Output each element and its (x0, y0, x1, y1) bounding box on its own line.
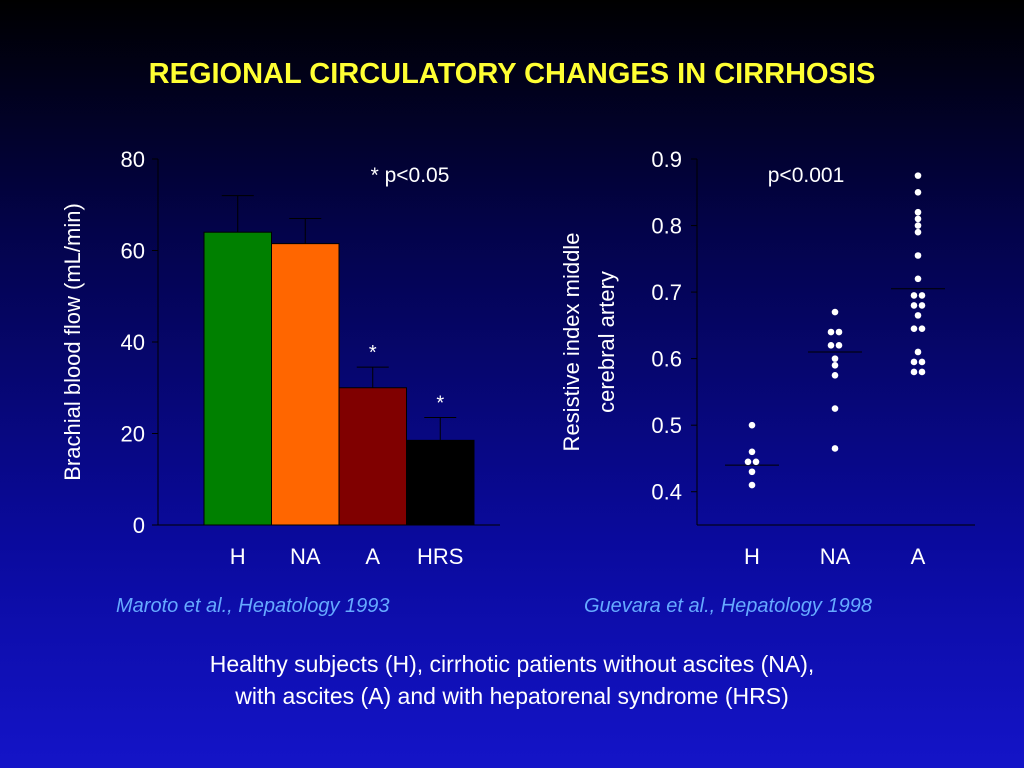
citation-right: Guevara et al., Hepatology 1998 (584, 595, 872, 617)
scatter-point-A (914, 312, 922, 319)
bar-y-tick-label: 0 (133, 513, 145, 538)
scatter-point-H (748, 448, 756, 456)
scatter-point-NA (835, 342, 843, 349)
scatter-point-NA (831, 308, 839, 316)
scatter-point-A (918, 302, 926, 309)
caption: Healthy subjects (H), cirrhotic patients… (0, 648, 1024, 712)
scatter-point-NA (831, 371, 839, 379)
scatter-point-A (918, 325, 926, 332)
scatter-annotation-pvalue: p<0.001 (768, 164, 845, 187)
scatter-y-tick-label: 0.9 (651, 147, 682, 172)
scatter-point-H (752, 458, 760, 466)
bar-HRS (406, 439, 475, 526)
caption-line-2: with ascites (A) and with hepatorenal sy… (235, 683, 789, 709)
bar-x-tick-label: NA (290, 544, 321, 569)
citation-left: Maroto et al., Hepatology 1993 (116, 595, 390, 617)
scatter-point-A (914, 215, 922, 223)
bar-x-tick-label: HRS (417, 544, 463, 569)
scatter-point-NA (831, 355, 839, 362)
significance-marker: * (436, 392, 444, 414)
scatter-point-A (914, 208, 922, 216)
scatter-point-NA (831, 361, 839, 369)
scatter-x-tick-label: NA (820, 544, 851, 569)
scatter-point-H (744, 458, 752, 466)
bar-annotation-pvalue: * p<0.05 (371, 164, 450, 187)
scatter-point-NA (831, 445, 839, 452)
scatter-y-tick-label: 0.5 (651, 413, 682, 438)
scatter-point-A (914, 252, 922, 259)
scatter-point-A (914, 348, 922, 356)
scatter-point-A (914, 172, 922, 179)
scatter-point-NA (831, 405, 839, 412)
bar-NA (271, 243, 340, 526)
significance-marker: * (369, 342, 377, 364)
scatter-point-A (910, 302, 918, 309)
bar-y-tick-label: 60 (121, 239, 145, 264)
scatter-point-A (918, 292, 926, 299)
scatter-point-NA (827, 342, 835, 349)
bar-y-tick-label: 80 (121, 147, 145, 172)
bar-y-tick-label: 40 (121, 330, 145, 355)
scatter-point-A (910, 292, 918, 299)
scatter-point-A (914, 228, 922, 236)
scatter-point-A (914, 188, 922, 196)
scatter-point-A (914, 275, 922, 283)
bar-y-axis-label: Brachial blood flow (mL/min) (60, 203, 85, 481)
bar-y-tick-label: 20 (121, 422, 145, 447)
bar-A (338, 387, 407, 526)
scatter-x-tick-label: A (911, 544, 926, 569)
scatter-y-tick-label: 0.6 (651, 347, 682, 372)
scatter-point-A (910, 325, 918, 332)
scatter-point-A (918, 368, 926, 376)
scatter-point-H (748, 481, 756, 489)
caption-line-1: Healthy subjects (H), cirrhotic patients… (209, 651, 815, 677)
scatter-point-A (914, 222, 922, 229)
scatter-y-axis-label-line-2: cerebral artery (594, 271, 619, 413)
bar-x-tick-label: A (365, 544, 380, 569)
scatter-point-A (910, 358, 918, 366)
scatter-point-A (918, 358, 926, 366)
scatter-point-NA (835, 328, 843, 336)
scatter-point-NA (827, 328, 835, 336)
scatter-y-tick-label: 0.8 (651, 214, 682, 239)
scatter-point-H (748, 421, 756, 429)
scatter-y-tick-label: 0.4 (651, 480, 682, 505)
slide-title: REGIONAL CIRCULATORY CHANGES IN CIRRHOSI… (148, 58, 876, 90)
scatter-point-H (748, 468, 756, 476)
bar-x-tick-label: H (230, 544, 246, 569)
scatter-y-tick-label: 0.7 (651, 280, 682, 305)
scatter-y-axis-label-line-1: Resistive index middle (559, 233, 584, 452)
scatter-x-tick-label: H (744, 544, 760, 569)
bar-H (203, 231, 272, 526)
scatter-point-A (910, 368, 918, 376)
